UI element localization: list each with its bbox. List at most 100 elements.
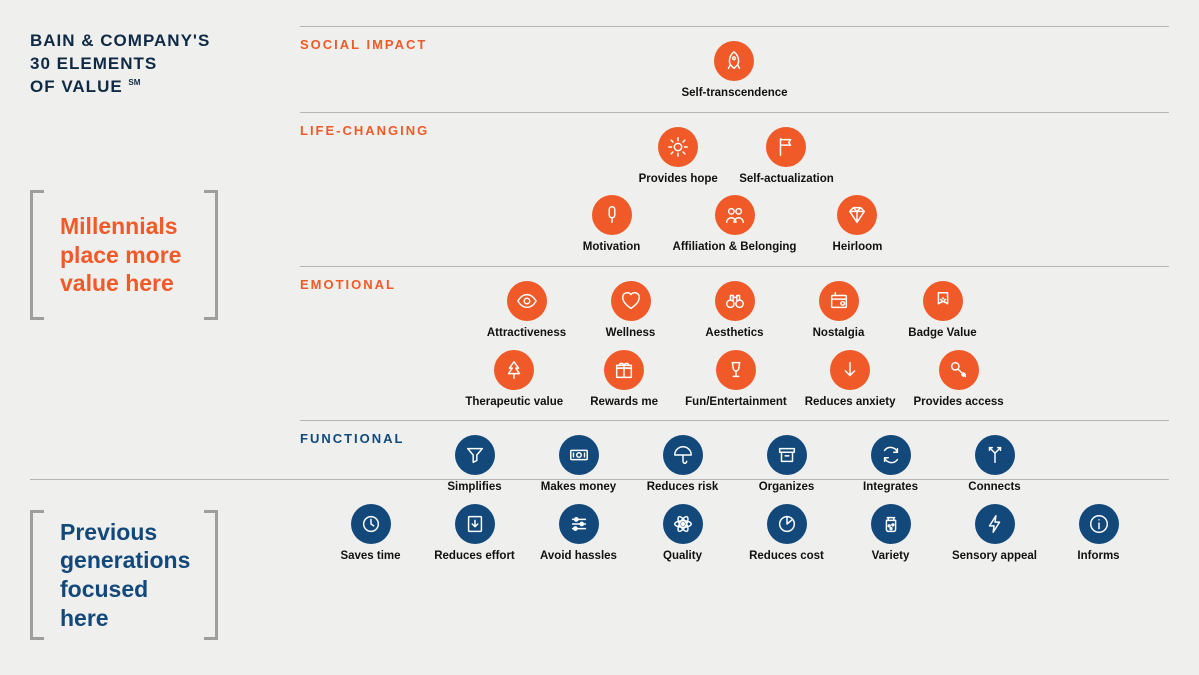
- value-item: Provides access: [914, 350, 1004, 409]
- pyramid-row: Saves timeReduces effortAvoid hasslesQua…: [300, 504, 1169, 563]
- funnel-icon: [455, 435, 495, 475]
- value-item: Fun/Entertainment: [685, 350, 787, 409]
- value-item-label: Self-transcendence: [681, 87, 787, 100]
- jar-icon: [871, 504, 911, 544]
- sun-icon: [658, 127, 698, 167]
- value-item-label: Therapeutic value: [465, 396, 563, 409]
- value-item: Organizes: [744, 435, 830, 494]
- arrow-down-icon: [830, 350, 870, 390]
- title-sm: SM: [128, 78, 140, 87]
- tree-icon: [494, 350, 534, 390]
- bolt-icon: [975, 504, 1015, 544]
- section-label-emotional: EMOTIONAL: [300, 277, 396, 292]
- heart-icon: [611, 281, 651, 321]
- cycle-icon: [871, 435, 911, 475]
- popsicle-icon: [592, 195, 632, 235]
- value-item-label: Motivation: [583, 241, 641, 254]
- value-item: Avoid hassles: [536, 504, 622, 563]
- value-item-label: Aesthetics: [705, 327, 763, 340]
- value-item-label: Provides hope: [639, 173, 718, 186]
- download-icon: [455, 504, 495, 544]
- value-item: Attractiveness: [484, 281, 570, 340]
- section-label-life: LIFE-CHANGING: [300, 123, 429, 138]
- pyramid-row: Self-transcendence: [300, 41, 1169, 100]
- value-item: Provides hope: [635, 127, 721, 186]
- pyramid-row: Motivation Affiliation & Belonging Heirloo…: [300, 195, 1169, 254]
- value-item: Simplifies: [432, 435, 518, 494]
- value-item: Aesthetics: [692, 281, 778, 340]
- page-title: BAIN & COMPANY'S 30 ELEMENTS OF VALUE SM: [30, 30, 250, 99]
- value-item-label: Variety: [872, 550, 910, 563]
- value-item-label: Informs: [1077, 550, 1119, 563]
- value-item-label: Fun/Entertainment: [685, 396, 787, 409]
- value-item-label: Avoid hassles: [540, 550, 617, 563]
- value-item: Nostalgia: [796, 281, 882, 340]
- value-item-label: Badge Value: [908, 327, 976, 340]
- value-item: Variety: [848, 504, 934, 563]
- value-item-label: Simplifies: [447, 481, 501, 494]
- value-item-label: Sensory appeal: [952, 550, 1037, 563]
- value-item-label: Reduces anxiety: [805, 396, 896, 409]
- eye-icon: [507, 281, 547, 321]
- merge-icon: [975, 435, 1015, 475]
- value-item: Affiliation & Belonging: [673, 195, 797, 254]
- value-item: Reduces effort: [432, 504, 518, 563]
- binoculars-icon: [715, 281, 755, 321]
- value-item: Reduces cost: [744, 504, 830, 563]
- value-item-label: Makes money: [541, 481, 616, 494]
- value-item-label: Reduces cost: [749, 550, 824, 563]
- pyramid-row: Therapeutic value Rewards me Fun/Entertain…: [300, 350, 1169, 409]
- value-item-label: Wellness: [606, 327, 656, 340]
- value-item-label: Nostalgia: [813, 327, 865, 340]
- callout-millennials-label: Millennials place more value here: [44, 212, 204, 298]
- value-item: Integrates: [848, 435, 934, 494]
- ribbon-icon: [923, 281, 963, 321]
- title-line2: 30 ELEMENTS: [30, 54, 157, 73]
- gift-icon: [604, 350, 644, 390]
- pyramid-row: Attractiveness Wellness Aesthetics Nostalgi…: [300, 281, 1169, 340]
- value-item-label: Provides access: [914, 396, 1004, 409]
- callout-millennials: Millennials place more value here: [30, 190, 218, 320]
- pyramid-row: Simplifies Makes money Reduces risk Organiz…: [300, 435, 1169, 494]
- bracket-right-icon: [204, 510, 218, 640]
- radio-icon: [819, 281, 859, 321]
- section-functional: FUNCTIONALSimplifiesMakes moneyReduces r…: [300, 421, 1169, 574]
- flag-icon: [766, 127, 806, 167]
- callout-previous-label: Previous generations focused here: [44, 518, 204, 633]
- atom-icon: [663, 504, 703, 544]
- sliders-icon: [559, 504, 599, 544]
- value-item: Motivation: [569, 195, 655, 254]
- info-icon: [1079, 504, 1119, 544]
- value-item-label: Organizes: [759, 481, 815, 494]
- title-line3: OF VALUE: [30, 77, 123, 96]
- value-item: Self-actualization: [739, 127, 834, 186]
- value-item-label: Integrates: [863, 481, 918, 494]
- title-line1: BAIN & COMPANY'S: [30, 31, 210, 50]
- value-item: Reduces anxiety: [805, 350, 896, 409]
- section-life: LIFE-CHANGING Provides hope Self-actualiza…: [300, 112, 1169, 266]
- rocket-icon: [714, 41, 754, 81]
- clock-icon: [351, 504, 391, 544]
- bracket-left-icon: [30, 510, 44, 640]
- value-item: Reduces risk: [640, 435, 726, 494]
- bracket-left-icon: [30, 190, 44, 320]
- value-item: Informs: [1056, 504, 1142, 563]
- value-item: Makes money: [536, 435, 622, 494]
- umbrella-icon: [663, 435, 703, 475]
- value-item: Sensory appeal: [952, 504, 1038, 563]
- value-item-label: Reduces effort: [434, 550, 515, 563]
- archive-icon: [767, 435, 807, 475]
- bracket-right-icon: [204, 190, 218, 320]
- pie-icon: [767, 504, 807, 544]
- value-item: Wellness: [588, 281, 674, 340]
- wine-icon: [716, 350, 756, 390]
- section-label-social: SOCIAL IMPACT: [300, 37, 427, 52]
- value-item-label: Self-actualization: [739, 173, 834, 186]
- section-social: SOCIAL IMPACT Self-transcendence: [300, 26, 1169, 112]
- key-icon: [939, 350, 979, 390]
- value-item-label: Heirloom: [833, 241, 883, 254]
- value-item-label: Rewards me: [590, 396, 658, 409]
- value-item-label: Affiliation & Belonging: [673, 241, 797, 254]
- value-item: Quality: [640, 504, 726, 563]
- value-item-label: Reduces risk: [647, 481, 719, 494]
